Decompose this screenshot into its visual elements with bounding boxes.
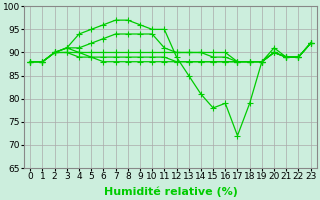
X-axis label: Humidité relative (%): Humidité relative (%) (103, 187, 237, 197)
